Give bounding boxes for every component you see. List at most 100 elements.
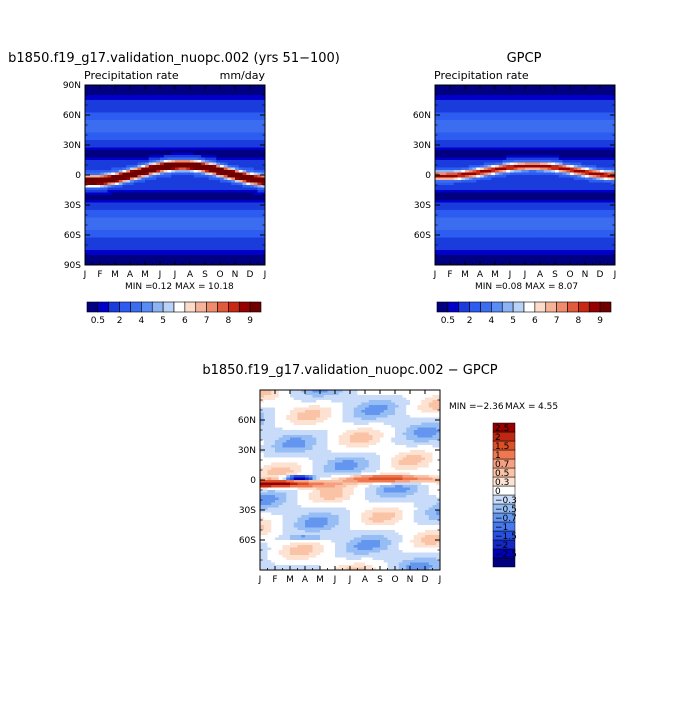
panel2-cell	[461, 113, 465, 116]
panel1-cell	[239, 208, 243, 211]
panel2-cell	[525, 138, 529, 141]
panel1-cell	[96, 233, 100, 236]
panel2-cell	[461, 93, 465, 96]
panel1-cell	[216, 135, 220, 138]
panel2-cell	[529, 110, 533, 113]
panel2-cell	[491, 118, 495, 121]
panel1-cell	[250, 118, 254, 121]
panel1-cell	[190, 225, 194, 228]
panel1-cell	[209, 93, 213, 96]
panel2-cell	[555, 155, 559, 158]
panel2-cell	[484, 133, 488, 136]
panel1-cell	[130, 170, 134, 173]
panel1-cell	[224, 120, 228, 123]
panel1-cell	[205, 248, 209, 251]
panel1-cell	[183, 250, 187, 253]
panel1-cell	[179, 103, 183, 106]
panel1-cell	[183, 130, 187, 133]
panel1-cell	[145, 120, 149, 123]
panel1-cell	[224, 205, 228, 208]
panel2-cell	[533, 155, 537, 158]
panel2-cell	[533, 118, 537, 121]
panel1-cell	[179, 183, 183, 186]
panel1-cell	[231, 145, 235, 148]
panel2-cell	[581, 133, 585, 136]
panel2-cell	[533, 103, 537, 106]
panel1-colorbar-swatch	[87, 302, 98, 312]
panel1-cell	[93, 235, 97, 238]
panel1-cell	[93, 230, 97, 233]
panel1-cell	[141, 93, 145, 96]
panel1-cell	[246, 200, 250, 203]
panel1-cell	[220, 173, 224, 176]
panel1-cell	[235, 250, 239, 253]
panel1-cell	[100, 120, 104, 123]
panel1-cell	[235, 198, 239, 201]
panel1-cell	[138, 215, 142, 218]
panel1-cell	[224, 188, 228, 191]
panel1-cell	[168, 140, 172, 143]
panel1-cell	[224, 183, 228, 186]
panel1-cell	[123, 193, 127, 196]
panel1-cell	[175, 145, 179, 148]
panel1-cell	[141, 113, 145, 116]
panel1-cell	[164, 153, 168, 156]
panel1-cell	[198, 218, 202, 221]
panel1-cell	[96, 223, 100, 226]
panel1-cell	[168, 95, 172, 98]
panel1-cell	[186, 168, 190, 171]
panel2-cell	[465, 145, 469, 148]
panel1-cell	[194, 180, 198, 183]
panel2-cell	[458, 150, 462, 153]
panel1-cell	[231, 230, 235, 233]
panel2-cell	[570, 128, 574, 131]
panel1-cell	[164, 185, 168, 188]
panel2-cell	[454, 93, 458, 96]
panel1-cell	[190, 115, 194, 118]
panel1-cell	[168, 118, 172, 121]
panel1-cell	[224, 260, 228, 263]
panel1-cell	[194, 253, 198, 256]
panel2-cell	[510, 150, 514, 153]
panel1-cell	[141, 178, 145, 181]
panel1-cell	[156, 160, 160, 163]
panel2-cell	[469, 110, 473, 113]
panel2-cell	[521, 138, 525, 141]
panel2-cell	[555, 133, 559, 136]
panel1-colorbar-swatch	[196, 302, 207, 312]
panel1-cell	[220, 108, 224, 111]
panel1-cell	[198, 225, 202, 228]
panel1-cell	[126, 235, 130, 238]
panel1-cell	[179, 213, 183, 216]
panel1-cell	[220, 210, 224, 213]
panel1-cell	[153, 195, 157, 198]
panel2-cell	[443, 138, 447, 141]
panel1-cell	[119, 228, 123, 231]
panel1-cell	[164, 95, 168, 98]
panel2-cell	[585, 130, 589, 133]
panel2-cell	[540, 150, 544, 153]
panel2-cell	[461, 118, 465, 121]
panel1-subtitle: Precipitation rate	[84, 69, 179, 82]
panel2-cell	[465, 100, 469, 103]
panel1-cell	[220, 93, 224, 96]
panel1-cell	[216, 200, 220, 203]
panel1-xtick-label: J	[83, 270, 87, 280]
panel1-cell	[160, 108, 164, 111]
panel1-cell	[130, 163, 134, 166]
panel1-cell	[198, 130, 202, 133]
panel1-cell	[85, 260, 89, 263]
panel1-cell	[104, 140, 108, 143]
panel1-cell	[153, 118, 157, 121]
panel1-cell	[171, 170, 175, 173]
panel1-cell	[205, 260, 209, 263]
panel1-cell	[213, 225, 217, 228]
panel1-cell	[126, 133, 130, 136]
panel1-colorbar-swatch	[120, 302, 131, 312]
panel2-cell	[570, 123, 574, 126]
panel1-cell	[186, 125, 190, 128]
panel1-cell	[224, 215, 228, 218]
panel1-cell	[141, 173, 145, 176]
panel1-cell	[183, 173, 187, 176]
panel1-cell	[228, 145, 232, 148]
